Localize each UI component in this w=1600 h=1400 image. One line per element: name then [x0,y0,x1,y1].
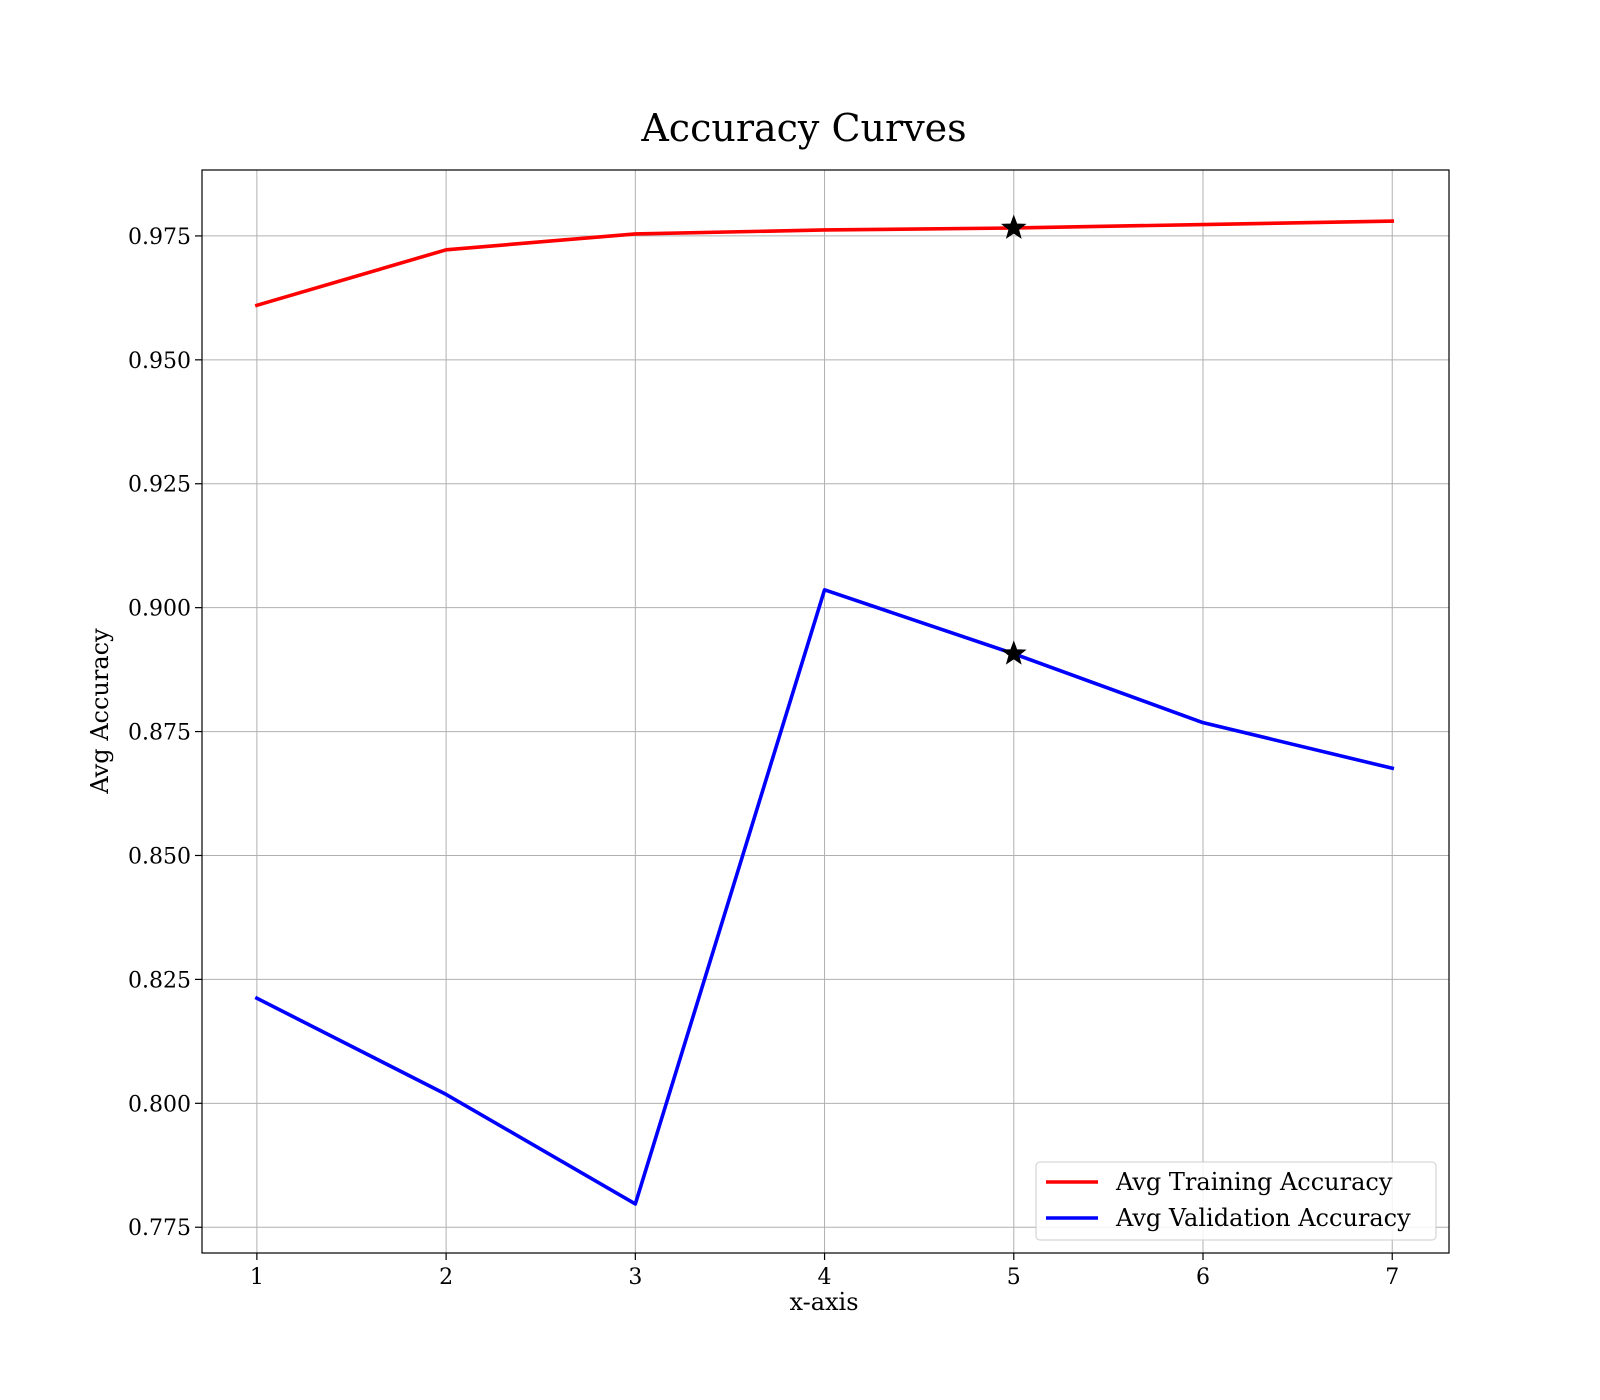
x-tick-label: 7 [1385,1265,1399,1290]
y-tick-label: 0.875 [128,721,191,746]
x-tick-label: 6 [1196,1265,1210,1290]
legend: Avg Training Accuracy Avg Validation Accu… [1035,1161,1437,1241]
grid-layer [202,170,1449,1253]
x-axis-title: x-axis [789,1288,858,1316]
x-tick-label: 5 [1007,1265,1021,1290]
series-line-validation [254,588,1395,1206]
plot-frame [201,169,1450,1254]
y-tick-label: 0.775 [128,1216,191,1241]
y-tick-label: 0.975 [128,225,191,250]
x-tick-label: 4 [818,1265,832,1290]
legend-label: Avg Validation Accuracy [1115,1204,1411,1232]
star-marker-validation [1000,640,1027,665]
x-tick-label: 3 [628,1265,642,1290]
x-tick-label: 1 [250,1265,264,1290]
y-tick-label: 0.850 [128,844,191,869]
x-tick-label: 2 [439,1265,453,1290]
legend-label: Avg Training Accuracy [1115,1168,1393,1196]
series-line-training [254,219,1395,308]
tick-layer: 1 2 3 4 5 6 7 0.775 0.800 0.825 0.850 0.875 0.900 0.9… [128,225,1399,1290]
y-tick-label: 0.925 [128,473,191,498]
chart-title: Accuracy Curves [640,106,966,150]
y-tick-label: 0.825 [128,968,191,993]
y-tick-label: 0.950 [128,349,191,374]
y-axis-title: Avg Accuracy [86,628,114,795]
star-marker-training [1000,214,1027,239]
marker-layer [1000,214,1027,665]
series-layer [254,219,1395,1206]
y-tick-label: 0.900 [128,597,191,622]
legend-box [1035,1161,1437,1241]
y-tick-label: 0.800 [128,1092,191,1117]
